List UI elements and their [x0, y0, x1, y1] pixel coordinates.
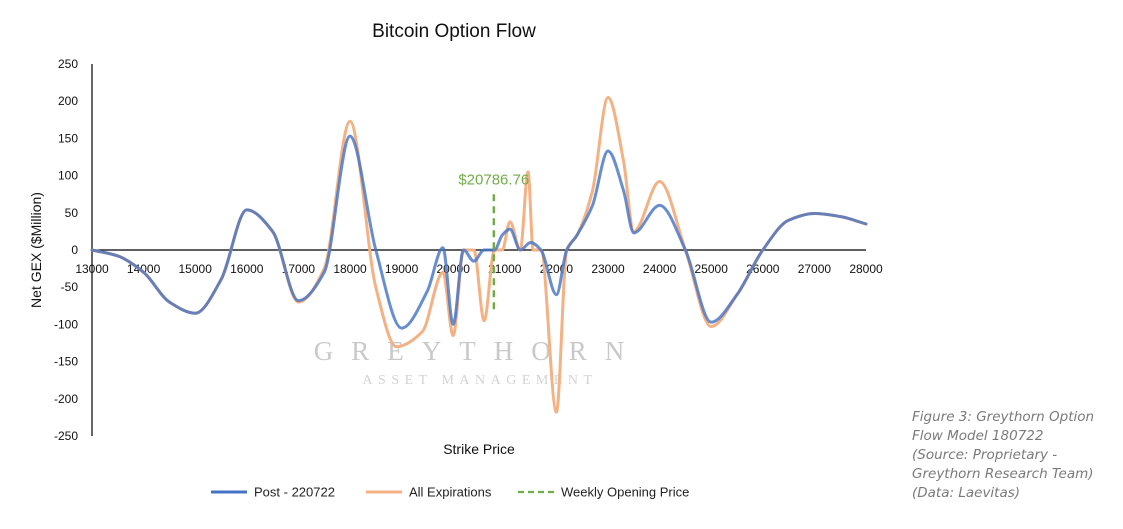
series-layer	[90, 95, 868, 414]
legend-label: Weekly Opening Price	[561, 485, 689, 500]
y-tick-label: 250	[58, 57, 78, 71]
x-tick-label: 21000	[488, 262, 522, 276]
y-tick-label: -100	[54, 317, 78, 331]
x-tick-label: 28000	[849, 262, 883, 276]
y-tick-label: 0	[71, 243, 78, 257]
opening-price-annotation: $20786.76	[458, 171, 529, 188]
x-tick-label: 24000	[643, 262, 677, 276]
legend-label: All Expirations	[409, 485, 492, 500]
watermark: GREYTHORN ASSET MANAGEMENT	[314, 336, 643, 388]
legend-label: Post - 220722	[254, 485, 335, 500]
x-tick-label: 27000	[798, 262, 832, 276]
caption-line: Greythorn Research Team)	[912, 466, 1094, 482]
y-tick-labels: 250 200 150 100 50 0 -50 -100 -150 -200 -250	[54, 57, 78, 443]
caption-line: Flow Model 180722	[912, 428, 1044, 444]
watermark-sub: ASSET MANAGEMENT	[362, 373, 597, 388]
legend: Post - 220722 All Expirations Weekly Openi…	[211, 485, 689, 500]
x-tick-label: 19000	[385, 262, 419, 276]
caption-line: (Data: Laevitas)	[912, 485, 1021, 501]
x-tick-label: 18000	[333, 262, 367, 276]
y-tick-label: 150	[58, 131, 78, 145]
y-tick-label: -250	[54, 429, 78, 443]
x-tick-label: 25000	[695, 262, 729, 276]
watermark-main: GREYTHORN	[314, 336, 643, 366]
y-tick-label: 100	[58, 169, 78, 183]
y-tick-label: -150	[54, 355, 78, 369]
figure-caption: Figure 3: Greythorn Option Flow Model 18…	[912, 408, 1117, 503]
y-tick-label: -50	[61, 280, 79, 294]
chart-title: Bitcoin Option Flow	[372, 21, 536, 42]
y-tick-label: 50	[65, 206, 79, 220]
x-tick-label: 16000	[230, 262, 264, 276]
x-tick-label: 23000	[591, 262, 625, 276]
series-line-post-220722	[90, 134, 868, 330]
y-tick-label: 200	[58, 94, 78, 108]
x-tick-label: 13000	[75, 262, 109, 276]
y-tick-label: -200	[54, 392, 78, 406]
x-tick-label: 17000	[282, 262, 316, 276]
caption-line: Figure 3: Greythorn Option	[912, 409, 1095, 425]
caption-line: (Source: Proprietary -	[912, 447, 1058, 463]
y-axis-title: Net GEX ($Million)	[28, 192, 44, 308]
x-tick-label: 15000	[179, 262, 213, 276]
x-axis-title: Strike Price	[443, 441, 515, 457]
